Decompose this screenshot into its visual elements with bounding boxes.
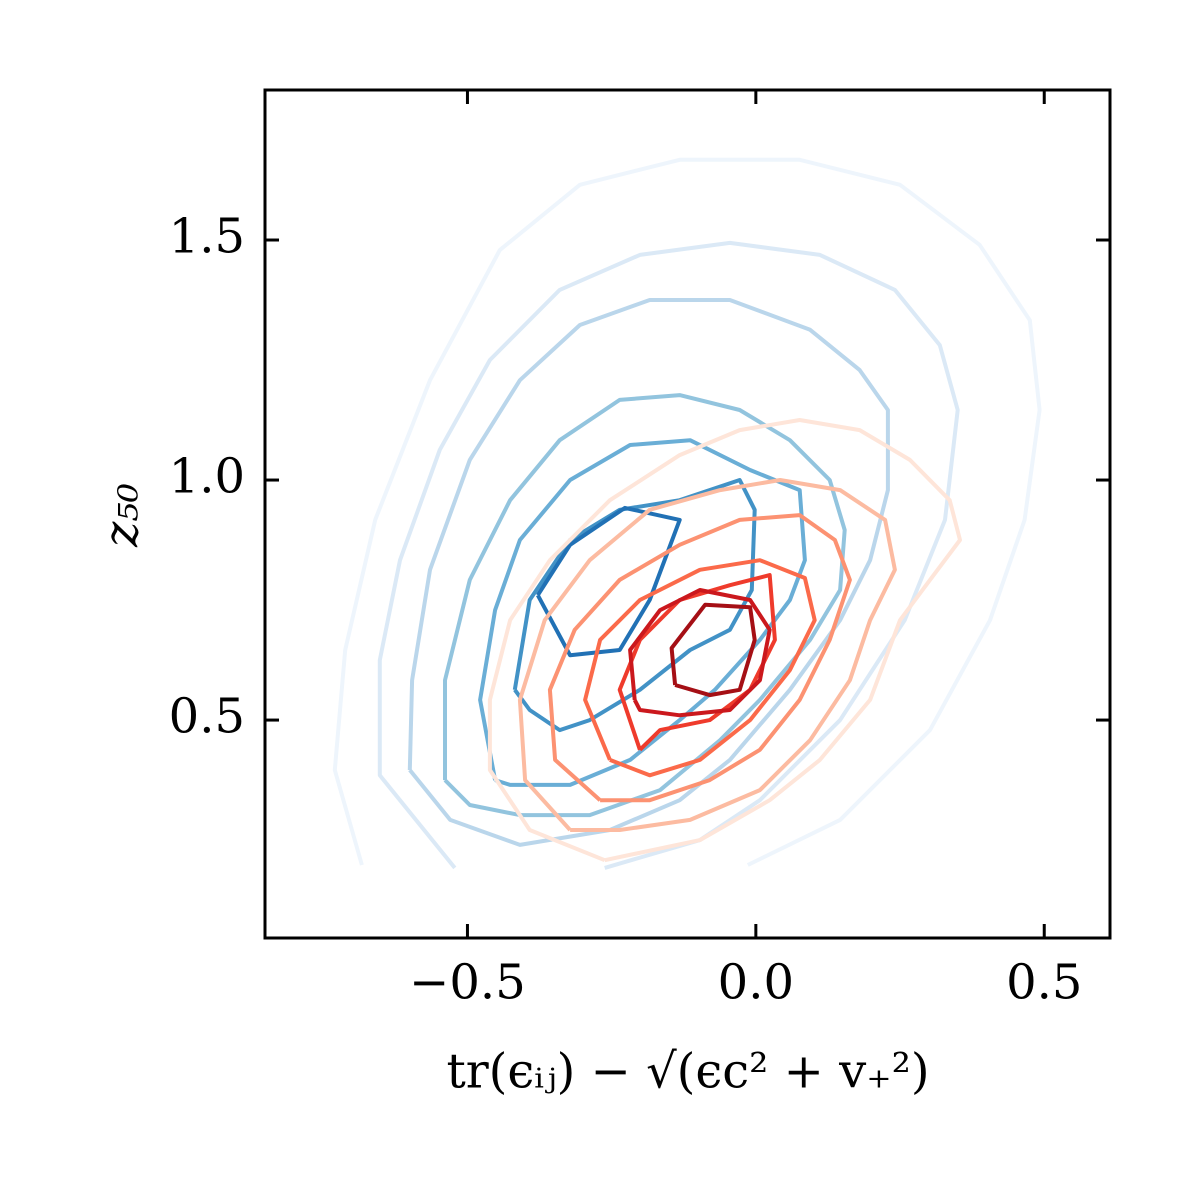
y-tick-label: 1.5 [169, 209, 245, 265]
contour-line [487, 418, 962, 863]
contour-line [332, 157, 1042, 867]
y-tick-label: 1.0 [169, 449, 245, 505]
x-axis-label: tr(ϵᵢⱼ) − √(ϵc² + v₊²) [446, 1044, 929, 1100]
contour-line [583, 558, 817, 778]
contour-line [628, 588, 772, 718]
contour-line [517, 478, 897, 832]
contour-line [443, 393, 847, 818]
contour-line [377, 240, 960, 870]
contour-line [547, 513, 852, 803]
contour-line [512, 478, 757, 733]
contour-line [617, 573, 777, 752]
contour-line [407, 298, 890, 847]
contour-line [669, 602, 757, 698]
y-tick-label: 0.5 [169, 689, 245, 745]
contour-line [536, 505, 682, 658]
y-axis-label: z₅₀ [94, 483, 150, 548]
plot-frame [263, 88, 1112, 940]
x-tick-label: 0.0 [718, 955, 794, 1011]
x-tick-label: −0.5 [409, 955, 526, 1011]
x-tick-label: 0.5 [1006, 955, 1082, 1011]
